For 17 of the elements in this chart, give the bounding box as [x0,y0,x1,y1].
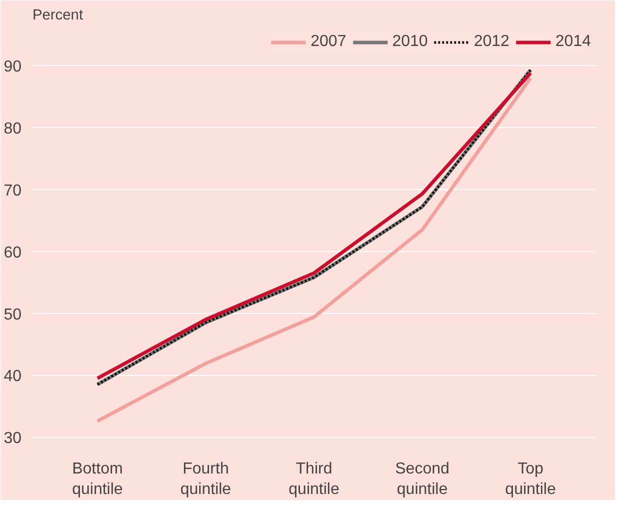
legend-label: 2007 [310,33,346,51]
x-tick-label: Bottom quintile [72,460,123,498]
x-tick-label: Second quintile [395,460,450,498]
legend-label: 2014 [555,33,591,51]
y-axis-title: Percent [32,8,84,24]
y-tick-label: 60 [4,244,22,262]
x-tick-label: Top quintile [505,460,556,498]
y-tick-label: 50 [4,306,22,324]
legend-label: 2012 [474,33,510,51]
x-tick-label: Fourth quintile [180,460,232,498]
y-tick-label: 40 [4,368,22,386]
legend-label: 2010 [392,33,428,51]
y-tick-label: 30 [4,430,22,448]
y-tick-label: 90 [4,58,22,76]
y-tick-label: 80 [4,120,22,138]
x-tick-label: Third quintile [288,460,340,498]
y-tick-label: 70 [4,182,22,200]
